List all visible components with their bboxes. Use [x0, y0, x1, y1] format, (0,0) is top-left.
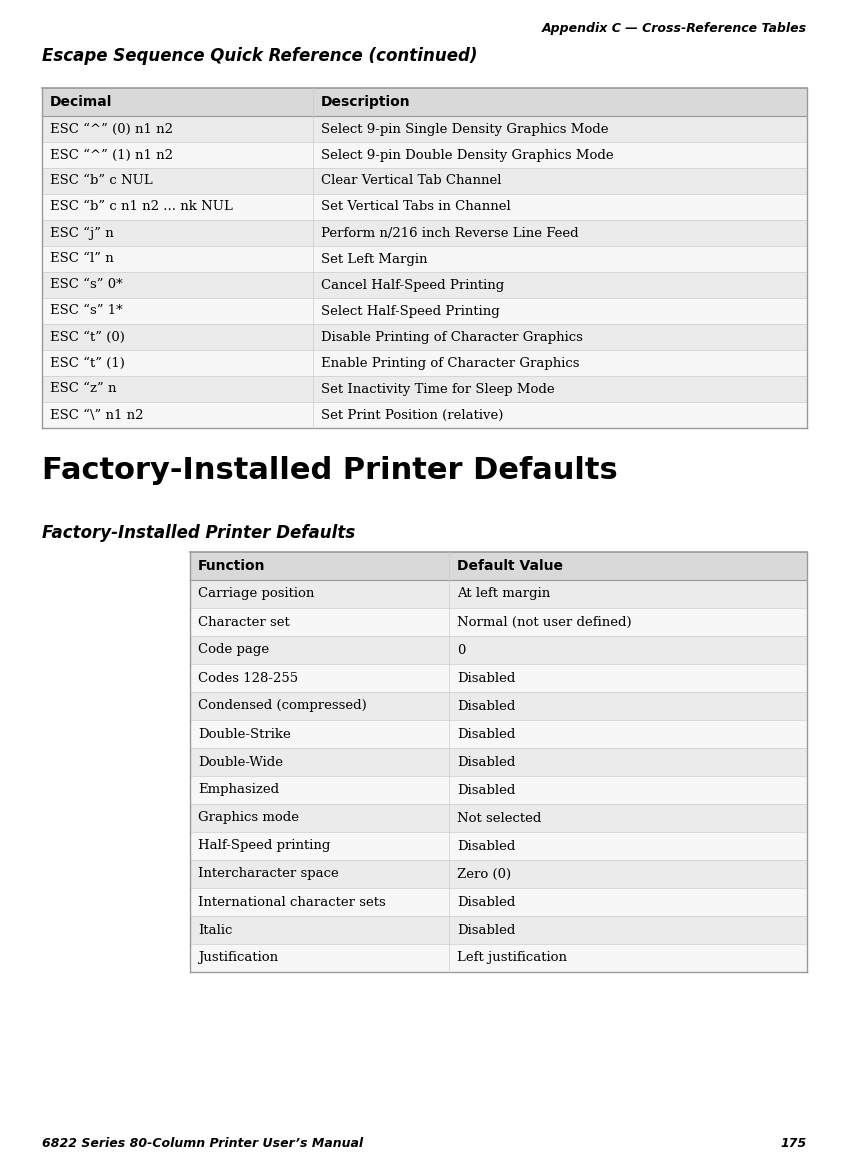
Text: Escape Sequence Quick Reference (continued): Escape Sequence Quick Reference (continu…: [42, 47, 477, 65]
Text: Factory-Installed Printer Defaults: Factory-Installed Printer Defaults: [42, 456, 618, 485]
Text: Condensed (compressed): Condensed (compressed): [198, 699, 367, 713]
Text: ESC “t” (1): ESC “t” (1): [50, 356, 125, 369]
Bar: [42, 246, 807, 271]
Bar: [42, 220, 807, 246]
Text: Set Vertical Tabs in Channel: Set Vertical Tabs in Channel: [321, 200, 511, 213]
Bar: [42, 324, 807, 349]
Bar: [190, 692, 807, 720]
Text: Disabled: Disabled: [457, 699, 515, 713]
Text: Factory-Installed Printer Defaults: Factory-Installed Printer Defaults: [42, 524, 355, 542]
Text: Normal (not user defined): Normal (not user defined): [457, 615, 632, 628]
Text: Disabled: Disabled: [457, 924, 515, 937]
Text: Set Left Margin: Set Left Margin: [321, 253, 428, 266]
Text: Default Value: Default Value: [457, 559, 563, 573]
Text: Justification: Justification: [198, 952, 278, 965]
Text: Intercharacter space: Intercharacter space: [198, 868, 339, 881]
Text: ESC “^” (0) n1 n2: ESC “^” (0) n1 n2: [50, 122, 173, 135]
Text: Code page: Code page: [198, 643, 269, 657]
Text: Appendix C — Cross-Reference Tables: Appendix C — Cross-Reference Tables: [542, 22, 807, 35]
Bar: [42, 89, 807, 116]
Bar: [190, 608, 807, 636]
Bar: [190, 748, 807, 776]
Bar: [42, 402, 807, 428]
Bar: [190, 720, 807, 748]
Text: International character sets: International character sets: [198, 896, 385, 909]
Bar: [42, 350, 807, 376]
Text: Disable Printing of Character Graphics: Disable Printing of Character Graphics: [321, 331, 583, 344]
Text: ESC “s” 0*: ESC “s” 0*: [50, 278, 122, 291]
Text: 0: 0: [457, 643, 465, 657]
Text: ESC “l” n: ESC “l” n: [50, 253, 114, 266]
Text: Select 9-pin Single Density Graphics Mode: Select 9-pin Single Density Graphics Mod…: [321, 122, 609, 135]
Text: Select 9-pin Double Density Graphics Mode: Select 9-pin Double Density Graphics Mod…: [321, 148, 614, 162]
Text: ESC “t” (0): ESC “t” (0): [50, 331, 125, 344]
Text: Disabled: Disabled: [457, 896, 515, 909]
Text: ESC “b” c n1 n2 ... nk NUL: ESC “b” c n1 n2 ... nk NUL: [50, 200, 233, 213]
Bar: [190, 580, 807, 608]
Text: Description: Description: [321, 96, 411, 110]
Text: Select Half-Speed Printing: Select Half-Speed Printing: [321, 304, 500, 318]
Text: ESC “s” 1*: ESC “s” 1*: [50, 304, 122, 318]
Text: Zero (0): Zero (0): [457, 868, 511, 881]
Bar: [42, 376, 807, 402]
Text: Codes 128-255: Codes 128-255: [198, 671, 298, 685]
Text: Perform n/216 inch Reverse Line Feed: Perform n/216 inch Reverse Line Feed: [321, 226, 579, 240]
Text: Double-Strike: Double-Strike: [198, 727, 290, 741]
Text: ESC “b” c NUL: ESC “b” c NUL: [50, 175, 153, 188]
Bar: [190, 804, 807, 832]
Bar: [42, 116, 807, 142]
Text: Decimal: Decimal: [50, 96, 112, 110]
Text: Double-Wide: Double-Wide: [198, 755, 283, 769]
Bar: [42, 195, 807, 220]
Text: Set Print Position (relative): Set Print Position (relative): [321, 409, 503, 422]
Bar: [190, 832, 807, 860]
Text: Disabled: Disabled: [457, 755, 515, 769]
Text: Disabled: Disabled: [457, 784, 515, 797]
Text: Disabled: Disabled: [457, 840, 515, 853]
Bar: [190, 776, 807, 804]
Text: ESC “z” n: ESC “z” n: [50, 382, 116, 395]
Text: 6822 Series 80-Column Printer User’s Manual: 6822 Series 80-Column Printer User’s Man…: [42, 1137, 363, 1150]
Text: Clear Vertical Tab Channel: Clear Vertical Tab Channel: [321, 175, 502, 188]
Text: At left margin: At left margin: [457, 587, 550, 600]
Text: ESC “j” n: ESC “j” n: [50, 226, 114, 240]
Bar: [190, 860, 807, 888]
Text: Disabled: Disabled: [457, 727, 515, 741]
Text: Set Inactivity Time for Sleep Mode: Set Inactivity Time for Sleep Mode: [321, 382, 554, 395]
Text: Cancel Half-Speed Printing: Cancel Half-Speed Printing: [321, 278, 504, 291]
Text: Disabled: Disabled: [457, 671, 515, 685]
Bar: [42, 142, 807, 168]
Text: ESC “^” (1) n1 n2: ESC “^” (1) n1 n2: [50, 148, 173, 162]
Bar: [190, 552, 807, 580]
Bar: [190, 664, 807, 692]
Text: Italic: Italic: [198, 924, 233, 937]
Text: Character set: Character set: [198, 615, 290, 628]
Bar: [190, 944, 807, 972]
Bar: [190, 636, 807, 664]
Text: Emphasized: Emphasized: [198, 784, 279, 797]
Bar: [42, 271, 807, 298]
Text: Function: Function: [198, 559, 266, 573]
Text: 175: 175: [781, 1137, 807, 1150]
Text: Not selected: Not selected: [457, 812, 542, 825]
Bar: [190, 888, 807, 916]
Text: Left justification: Left justification: [457, 952, 567, 965]
Bar: [42, 298, 807, 324]
Text: ESC “\” n1 n2: ESC “\” n1 n2: [50, 409, 143, 422]
Bar: [190, 916, 807, 944]
Text: Graphics mode: Graphics mode: [198, 812, 299, 825]
Text: Enable Printing of Character Graphics: Enable Printing of Character Graphics: [321, 356, 580, 369]
Text: Carriage position: Carriage position: [198, 587, 314, 600]
Bar: [42, 168, 807, 195]
Text: Half-Speed printing: Half-Speed printing: [198, 840, 330, 853]
